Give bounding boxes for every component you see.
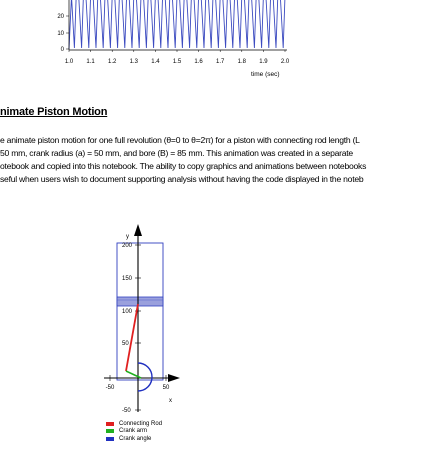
y-tick-label: 10 — [57, 31, 64, 37]
x-tick-label: 50 — [163, 385, 170, 391]
x-tick-label: 1.4 — [151, 59, 160, 65]
legend-label: Crank arm — [119, 428, 148, 435]
x-tick-label: 1.7 — [216, 59, 225, 65]
y-tick-label: 150 — [122, 276, 133, 282]
legend-swatch — [106, 421, 114, 426]
legend-item-connecting-rod: Connecting Rod — [106, 420, 162, 428]
section-title: nimate Piston Motion — [0, 106, 108, 118]
animation-legend: Connecting Rod Crank arm Crank angle — [106, 420, 162, 443]
legend-item-crank-arm: Crank arm — [106, 428, 162, 436]
legend-swatch — [106, 436, 114, 441]
x-tick-label: 1.2 — [108, 59, 117, 65]
y-tick-label: -50 — [122, 408, 131, 414]
plot-xlabel: time (sec) — [251, 71, 280, 78]
x-tick-label: 2.0 — [281, 59, 290, 65]
cylinder-wall — [116, 242, 164, 381]
x-axis-label: x — [169, 398, 172, 404]
legend-label: Connecting Rod — [119, 420, 163, 427]
paragraph-line: seful when users wish to document suppor… — [0, 174, 364, 184]
y-tick-label: 100 — [122, 309, 133, 315]
legend-item-crank-angle: Crank angle — [106, 435, 162, 443]
paragraph-line: e animate piston motion for one full rev… — [0, 135, 360, 145]
x-tick-label: 1.9 — [259, 59, 268, 65]
x-tick-label: 1.8 — [238, 59, 247, 65]
y-tick-label: 200 — [122, 243, 133, 249]
y-tick-label: 20 — [57, 14, 64, 20]
paragraph-line: otebook and copied into this notebook. T… — [0, 161, 367, 171]
x-tick-label: 1.0 — [65, 59, 74, 65]
piston — [116, 296, 164, 307]
paragraph-line: 50 mm, crank radius (a) = 50 mm, and bor… — [0, 148, 353, 158]
crank-arm — [125, 370, 142, 379]
x-tick-label: 1.5 — [173, 59, 182, 65]
legend-label: Crank angle — [119, 435, 152, 442]
x-tick-label: 1.1 — [86, 59, 95, 65]
connecting-rod — [125, 303, 139, 372]
legend-swatch — [106, 429, 114, 434]
crank-angle-arc-thin — [137, 362, 153, 392]
signal-line — [68, 0, 286, 50]
y-axis-arrow — [134, 224, 142, 236]
y-axis-label: y — [126, 234, 129, 240]
x-axis-arrow — [168, 374, 180, 382]
x-tick-label: -50 — [106, 385, 115, 391]
x-tick-label: 1.6 — [194, 59, 203, 65]
y-tick-label: 50 — [122, 341, 129, 347]
x-tick-label: 1.3 — [130, 59, 139, 65]
y-tick-label: 0 — [61, 47, 65, 53]
